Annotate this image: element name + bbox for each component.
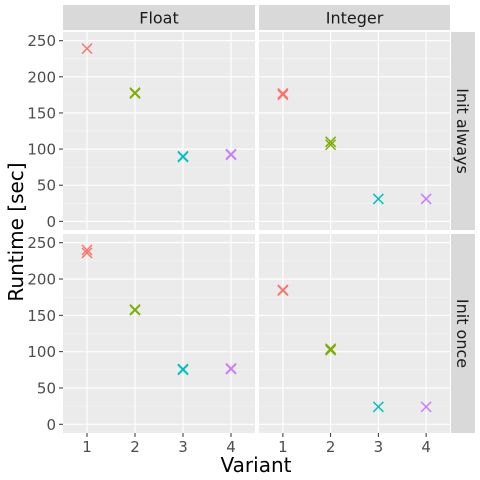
row-strip-label: Init once [453,299,472,368]
data-point [420,401,432,413]
data-point-stroke [325,139,337,151]
data-point [81,43,93,55]
data-point [129,304,141,316]
row-strip [451,234,475,433]
data-point-stroke [225,149,237,161]
y-tick-label: 200 [27,68,56,86]
column-strip [63,5,255,30]
y-tick-label: 250 [27,32,56,50]
data-point [177,151,189,163]
column-strip [259,5,450,30]
y-tick-label: 150 [27,104,56,122]
data-point-stroke [372,401,384,413]
data-point-stroke [129,304,141,316]
column-strip-label: Float [139,9,179,28]
y-axis-title: Runtime [sec] [4,162,28,301]
data-point [81,244,93,256]
data-point [277,89,289,101]
x-tick-label: 3 [178,438,188,456]
column-strip-label: Integer [326,9,384,28]
y-tick-label: 0 [46,416,56,434]
data-point [129,87,141,99]
y-tick-label: 50 [37,379,56,397]
data-point [325,343,337,355]
y-tick-label: 250 [27,234,56,252]
data-point [225,149,237,161]
row-strip-label: Init always [453,88,472,174]
row-strip [451,32,475,230]
x-tick-label: 1 [278,438,288,456]
data-point [420,193,432,205]
y-tick-label: 100 [27,141,56,159]
data-point-stroke [81,244,93,256]
panel-layer [63,32,450,433]
data-point-stroke [177,151,189,163]
data-point [372,193,384,205]
x-tick-label: 3 [374,438,384,456]
data-point [325,139,337,151]
data-point [277,87,289,99]
data-point [325,136,337,148]
x-tick-label: 2 [130,438,140,456]
x-tick-label: 2 [326,438,336,456]
data-point-stroke [372,193,384,205]
y-tick-label: 200 [27,271,56,289]
x-tick-label: 4 [421,438,431,456]
data-point [225,363,237,375]
data-point-stroke [277,87,289,99]
points-layer [81,43,432,413]
data-point-stroke [420,401,432,413]
x-axis-title: Variant [221,453,292,477]
data-point-stroke [420,193,432,205]
x-tick-label: 1 [82,438,92,456]
data-point-stroke [81,43,93,55]
strip-layer: Float Integer Init always Init once [63,5,475,433]
data-point-stroke [277,89,289,101]
data-point [177,364,189,376]
axis-layer: 0 50 100 150 200 250 0 50 100 150 200 250 1 2 3 4 1 2 3 4 [27,32,431,456]
data-point [325,344,337,356]
y-tick-label: 150 [27,307,56,325]
data-point-stroke [81,247,93,259]
data-point-stroke [325,344,337,356]
data-point-stroke [325,136,337,148]
data-point-stroke [177,364,189,376]
data-point [372,401,384,413]
x-tick-label: 4 [226,438,236,456]
data-point [277,285,289,297]
y-tick-label: 100 [27,343,56,361]
y-tick-label: 50 [37,177,56,195]
y-tick-label: 0 [46,213,56,231]
data-point-stroke [129,87,141,99]
data-point-stroke [277,285,289,297]
data-point-stroke [225,363,237,375]
data-point [81,247,93,259]
data-point-stroke [325,343,337,355]
